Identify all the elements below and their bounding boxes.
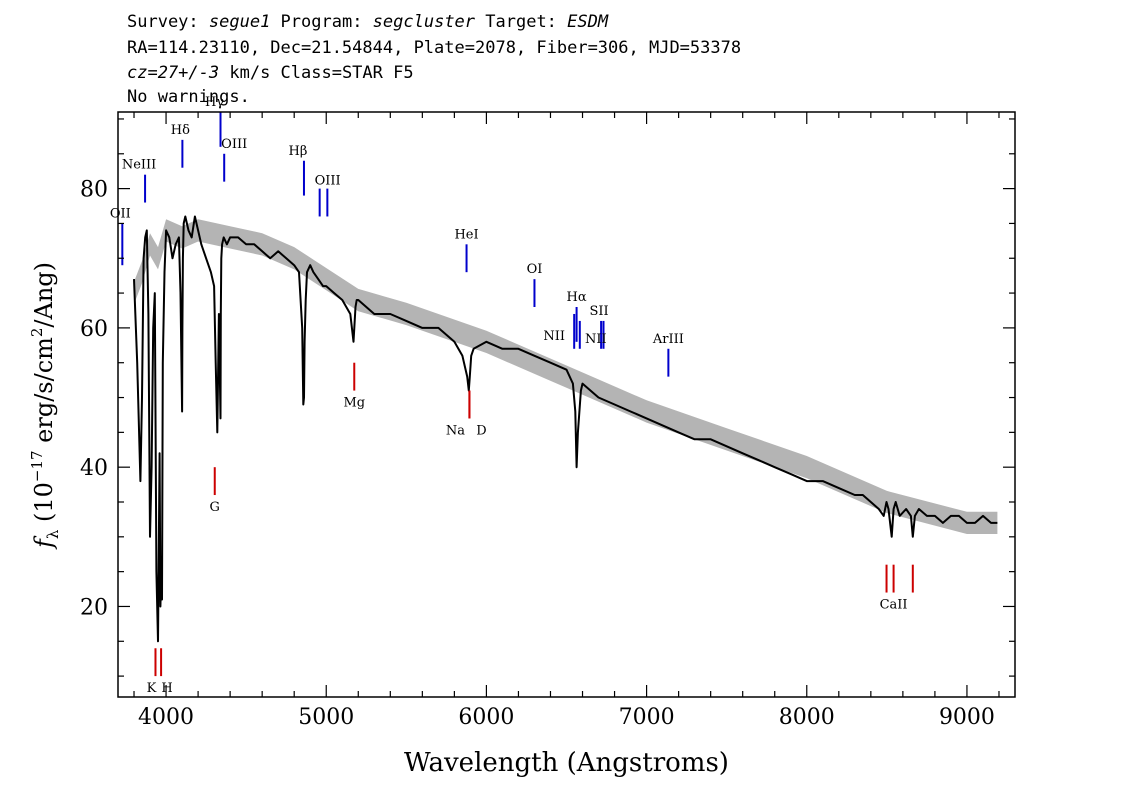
header-line-1: Survey: segue1 Program: segcluster Targe… <box>127 12 608 32</box>
program-value: segcluster <box>372 12 476 32</box>
program-label: Program: <box>270 12 373 32</box>
flux-line <box>133 215 998 643</box>
survey-label: Survey: <box>127 12 209 32</box>
x-tick-label: 9000 <box>939 705 995 730</box>
emission-line-label: Hβ <box>289 144 308 159</box>
x-axis-title: Wavelength (Angstroms) <box>404 748 729 778</box>
x-tick-label: 4000 <box>138 705 194 730</box>
emission-line-label: Hα <box>567 290 587 305</box>
y-axis-title-part: (10 <box>30 482 58 530</box>
y-axis-title-part: erg/s/cm <box>30 337 58 451</box>
x-tick-label: 5000 <box>298 705 354 730</box>
target-value: ESDM <box>567 12 609 32</box>
x-tick-label: 8000 <box>779 705 835 730</box>
y-tick-label: 80 <box>80 178 108 203</box>
survey-value: segue1 <box>208 12 271 32</box>
header-line-2: RA=114.23110, Dec=21.54844, Plate=2078, … <box>127 38 742 58</box>
y-axis-title-part: /Ang) <box>30 262 58 328</box>
emission-line-label: HeI <box>454 227 478 242</box>
absorption-line-label: K <box>147 681 157 696</box>
emission-line-label: SII <box>590 304 609 319</box>
y-tick-label: 60 <box>80 317 108 342</box>
header-line-3: cz=27+/-3 km/s Class=STAR F5 <box>127 63 414 83</box>
emission-line-label: ArIII <box>652 332 684 347</box>
header-line-4: No warnings. <box>127 87 250 107</box>
class-text: km/s Class=STAR F5 <box>219 63 414 83</box>
absorption-line-label: Na <box>446 423 465 438</box>
absorption-line-label: H <box>161 681 172 696</box>
emission-line-label: OIII <box>315 174 341 189</box>
cz-value: cz=27+/-3 <box>127 63 220 83</box>
absorption-line-label: G <box>210 500 220 515</box>
y-axis-title-part: λ <box>44 529 62 539</box>
absorption-line-label: Mg <box>343 396 365 411</box>
absorption-line-label: CaII <box>880 598 908 613</box>
x-tick-label: 6000 <box>458 705 514 730</box>
emission-line-label: OII <box>110 206 131 221</box>
y-tick-label: 20 <box>80 595 108 620</box>
emission-line-label: Hγ <box>205 95 224 110</box>
y-axis-title: fλ (10−17 erg/s/cm2/Ang) <box>28 262 62 550</box>
absorption-line-label: D <box>476 423 486 438</box>
plot-frame <box>117 111 1016 698</box>
emission-line-label: NeIII <box>122 158 156 173</box>
emission-line-label: NII <box>543 329 565 344</box>
emission-line-label: Hδ <box>171 123 190 138</box>
x-tick-label: 7000 <box>619 705 675 730</box>
emission-line-label: OI <box>527 262 543 277</box>
target-label: Target: <box>475 12 568 32</box>
y-tick-label: 40 <box>80 456 108 481</box>
y-axis-title-part: 2 <box>28 328 46 338</box>
error-band <box>134 219 998 535</box>
y-axis-title-part: −17 <box>28 450 46 482</box>
emission-line-label: OIII <box>221 137 247 152</box>
emission-line-label: NII <box>585 332 607 347</box>
